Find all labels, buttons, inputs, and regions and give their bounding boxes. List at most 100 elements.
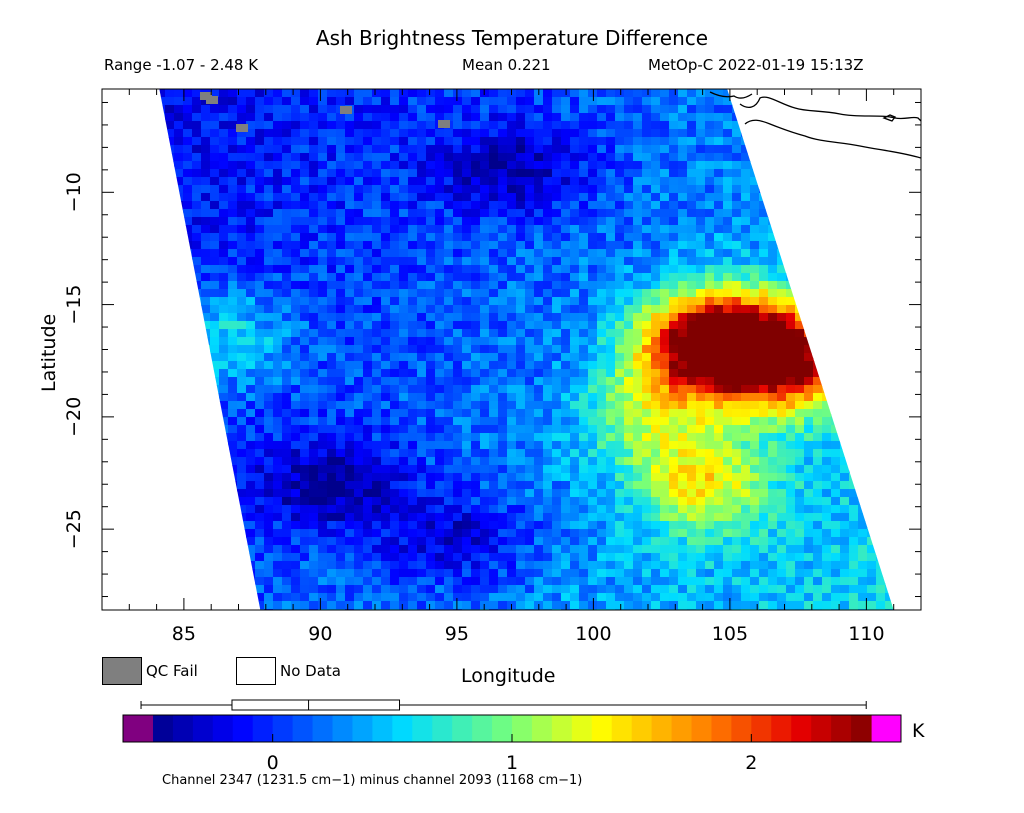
heatmap-cell bbox=[444, 89, 454, 98]
heatmap-cell bbox=[597, 249, 607, 258]
heatmap-cell bbox=[273, 401, 283, 410]
heatmap-cell bbox=[282, 505, 292, 514]
heatmap-cell bbox=[237, 385, 247, 394]
heatmap-cell bbox=[588, 217, 598, 226]
heatmap-cell bbox=[525, 385, 535, 394]
heatmap-cell bbox=[138, 241, 148, 250]
heatmap-cell bbox=[381, 345, 391, 354]
heatmap-cell bbox=[867, 257, 877, 266]
heatmap-cell bbox=[660, 201, 670, 210]
heatmap-cell bbox=[354, 369, 364, 378]
heatmap-cell bbox=[516, 321, 526, 330]
heatmap-cell bbox=[687, 441, 697, 450]
heatmap-cell bbox=[552, 409, 562, 418]
heatmap-cell bbox=[768, 105, 778, 114]
heatmap-cell bbox=[408, 249, 418, 258]
heatmap-cell bbox=[804, 241, 814, 250]
heatmap-cell bbox=[372, 465, 382, 474]
heatmap-cell bbox=[543, 489, 553, 498]
heatmap-cell bbox=[507, 465, 517, 474]
heatmap-cell bbox=[159, 89, 166, 98]
heatmap-cell bbox=[444, 145, 454, 154]
heatmap-cell bbox=[237, 521, 247, 530]
heatmap-cell bbox=[822, 393, 832, 402]
heatmap-cell bbox=[309, 121, 319, 130]
heatmap-cell bbox=[912, 337, 922, 346]
heatmap-cell bbox=[642, 361, 652, 370]
heatmap-cell bbox=[714, 273, 724, 282]
heatmap-cell bbox=[336, 465, 346, 474]
heatmap-cell bbox=[804, 385, 814, 394]
heatmap-cell bbox=[642, 417, 652, 426]
heatmap-cell bbox=[768, 449, 778, 458]
heatmap-cell bbox=[237, 313, 247, 322]
heatmap-cell bbox=[390, 337, 400, 346]
heatmap-cell bbox=[417, 281, 427, 290]
heatmap-cell bbox=[246, 433, 256, 442]
heatmap-cell bbox=[417, 121, 427, 130]
heatmap-cell bbox=[228, 137, 238, 146]
heatmap-cell bbox=[129, 217, 139, 226]
heatmap-cell bbox=[813, 145, 823, 154]
heatmap-cell bbox=[714, 321, 724, 330]
heatmap-cell bbox=[840, 97, 850, 106]
heatmap-cell bbox=[255, 345, 265, 354]
heatmap-cell bbox=[102, 273, 112, 282]
heatmap-cell bbox=[255, 281, 265, 290]
heatmap-cell bbox=[102, 401, 112, 410]
heatmap-cell bbox=[696, 249, 706, 258]
heatmap-cell bbox=[903, 473, 913, 482]
heatmap-cell bbox=[273, 201, 283, 210]
heatmap-cell bbox=[273, 321, 283, 330]
heatmap-cell bbox=[327, 193, 337, 202]
heatmap-cell bbox=[840, 121, 850, 130]
heatmap-cell bbox=[201, 433, 211, 442]
heatmap-cell bbox=[390, 441, 400, 450]
heatmap-cell bbox=[687, 257, 697, 266]
heatmap-cell bbox=[417, 201, 427, 210]
heatmap-cell bbox=[777, 481, 787, 490]
heatmap-cell bbox=[201, 137, 211, 146]
heatmap-cell bbox=[327, 249, 337, 258]
heatmap-cell bbox=[111, 201, 121, 210]
heatmap-cell bbox=[885, 169, 894, 178]
heatmap-cell bbox=[273, 289, 283, 298]
heatmap-cell bbox=[228, 185, 238, 194]
heatmap-cell bbox=[318, 313, 328, 322]
heatmap-cell bbox=[408, 497, 418, 506]
heatmap-cell bbox=[741, 345, 751, 354]
heatmap-cell bbox=[885, 97, 894, 106]
heatmap-cell bbox=[579, 481, 589, 490]
heatmap-cell bbox=[678, 497, 688, 506]
heatmap-cell bbox=[759, 209, 769, 218]
heatmap-cell bbox=[723, 449, 733, 458]
heatmap-cell bbox=[462, 473, 472, 482]
heatmap-cell bbox=[867, 497, 877, 506]
heatmap-cell bbox=[498, 89, 508, 98]
heatmap-cell bbox=[786, 225, 796, 234]
heatmap-cell bbox=[534, 313, 544, 322]
heatmap-cell bbox=[669, 353, 679, 362]
heatmap-cell bbox=[435, 273, 445, 282]
heatmap-cell bbox=[417, 417, 427, 426]
heatmap-cell bbox=[159, 449, 166, 458]
heatmap-cell bbox=[606, 465, 616, 474]
heatmap-cell bbox=[453, 457, 463, 466]
heatmap-cell bbox=[606, 257, 616, 266]
heatmap-cell bbox=[579, 305, 589, 314]
heatmap-cell bbox=[804, 121, 814, 130]
heatmap-cell bbox=[687, 273, 697, 282]
heatmap-cell bbox=[570, 305, 580, 314]
heatmap-cell bbox=[687, 225, 697, 234]
heatmap-cell bbox=[885, 513, 894, 522]
heatmap-cell bbox=[480, 169, 490, 178]
heatmap-cell bbox=[570, 321, 580, 330]
heatmap-cell bbox=[876, 409, 886, 418]
heatmap-cell bbox=[651, 177, 661, 186]
heatmap-cell bbox=[345, 313, 355, 322]
heatmap-cell bbox=[786, 521, 796, 530]
heatmap-cell bbox=[102, 217, 112, 226]
heatmap-cell bbox=[570, 185, 580, 194]
heatmap-cell bbox=[570, 401, 580, 410]
heatmap-cell bbox=[840, 433, 850, 442]
